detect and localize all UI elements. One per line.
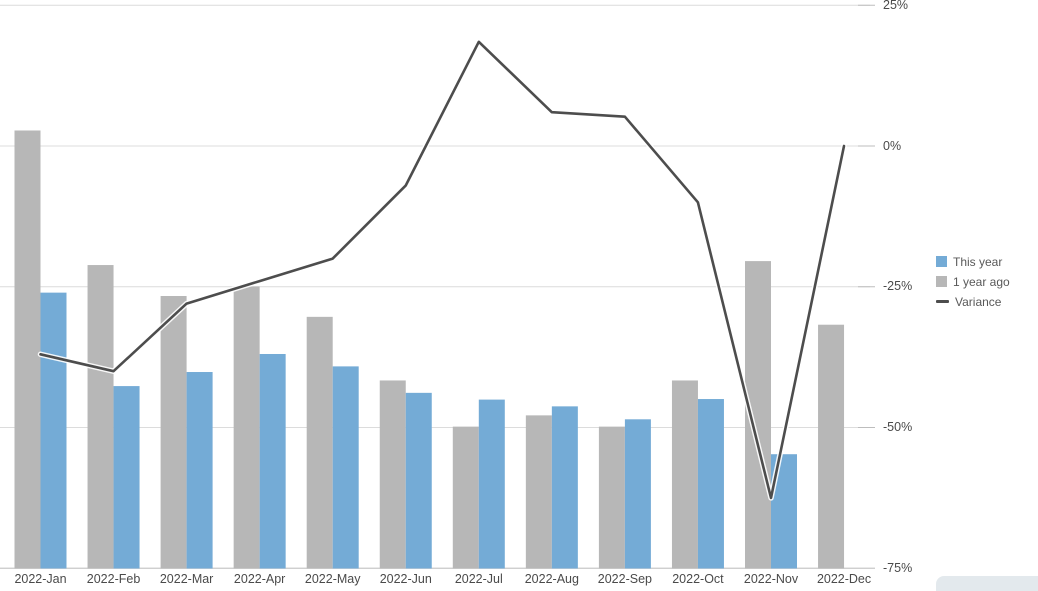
bar-this-year-2022-Aug xyxy=(551,406,578,569)
x-axis-label: 2022-Aug xyxy=(524,572,579,586)
one-year-ago-swatch-icon xyxy=(936,276,947,287)
bar-this-year-2022-Sep xyxy=(624,419,651,569)
y-axis-label: -50% xyxy=(883,420,913,434)
bar-1-year-ago-2022-May xyxy=(306,316,333,569)
bar-this-year-2022-May xyxy=(332,366,359,569)
x-axis-label: 2022-Apr xyxy=(233,572,286,586)
bar-1-year-ago-2022-Jul xyxy=(452,426,479,569)
y-axis-label: 25% xyxy=(883,0,909,12)
bar-this-year-2022-Apr xyxy=(259,353,286,569)
legend-item-1-year-ago[interactable]: 1 year ago xyxy=(936,274,1010,289)
x-axis-label: 2022-Sep xyxy=(597,572,652,586)
corner-artifact xyxy=(936,576,1038,591)
variance-line xyxy=(39,40,846,500)
bar-1-year-ago-2022-Mar xyxy=(160,296,187,569)
x-axis-label: 2022-Dec xyxy=(816,572,872,586)
bar-this-year-2022-Mar xyxy=(186,372,213,569)
bar-1-year-ago-2022-Jan xyxy=(14,130,41,569)
bar-1-year-ago-2022-Dec xyxy=(818,324,845,569)
legend-item-this-year[interactable]: This year xyxy=(936,254,1010,269)
this-year-swatch-icon xyxy=(936,256,947,267)
y-axis-label: -75% xyxy=(883,560,913,575)
bar-this-year-2022-Jun xyxy=(405,392,432,569)
bar-this-year-2022-Oct xyxy=(697,399,724,569)
bar-this-year-2022-Feb xyxy=(113,386,140,569)
bar-1-year-ago-2022-Jun xyxy=(379,380,406,569)
bar-1-year-ago-2022-Oct xyxy=(671,380,698,569)
x-axis-label: 2022-Jan xyxy=(14,572,67,586)
y-axis-label: -25% xyxy=(883,279,913,294)
x-axis-label: 2022-Mar xyxy=(159,572,214,586)
bar-1-year-ago-2022-Sep xyxy=(598,426,625,569)
y-axis-label: 0% xyxy=(883,138,902,153)
x-axis-label: 2022-Jul xyxy=(454,572,503,586)
bar-1-year-ago-2022-Feb xyxy=(87,265,114,569)
legend-item-variance[interactable]: Variance xyxy=(936,294,1010,309)
x-axis-label: 2022-Oct xyxy=(672,572,724,586)
variance-line-swatch-icon xyxy=(936,300,949,303)
x-axis-label: 2022-Feb xyxy=(86,572,141,586)
bar-1-year-ago-2022-Aug xyxy=(525,415,552,569)
legend-label: 1 year ago xyxy=(953,274,1010,289)
bar-1-year-ago-2022-Apr xyxy=(233,286,260,569)
x-axis-label: 2022-Nov xyxy=(743,572,799,586)
legend-label: This year xyxy=(953,254,1003,269)
bar-this-year-2022-Jul xyxy=(478,399,505,569)
legend: This year 1 year ago Variance xyxy=(936,254,1010,309)
x-axis-label: 2022-May xyxy=(304,572,361,586)
bar-this-year-2022-Jan xyxy=(40,292,67,569)
legend-label: Variance xyxy=(955,294,1002,309)
x-axis-label: 2022-Jun xyxy=(379,572,432,586)
